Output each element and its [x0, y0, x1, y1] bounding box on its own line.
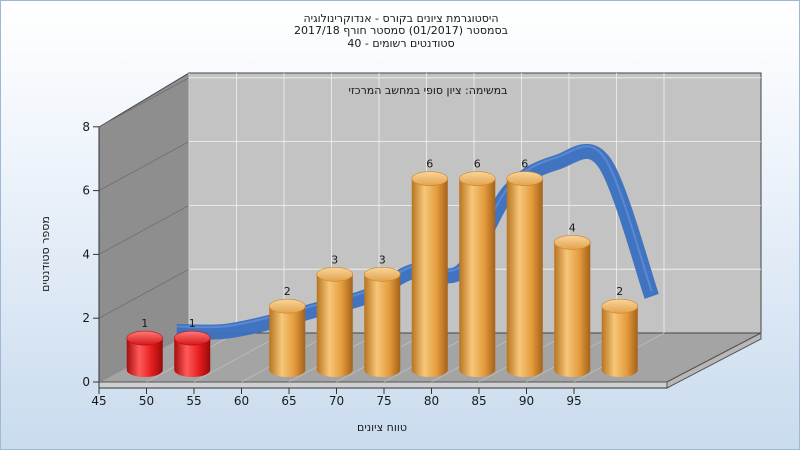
bar-value-label: 3 — [331, 253, 338, 266]
x-tick-label: 80 — [424, 394, 439, 408]
bar-value-label: 6 — [474, 158, 481, 171]
gridlines — [98, 73, 761, 383]
x-axis-title: טווח ציונים — [357, 421, 407, 434]
bar-body — [554, 242, 591, 377]
bar-value-label: 6 — [521, 158, 528, 171]
bar-body — [126, 338, 163, 377]
gridline-y-side — [98, 77, 190, 128]
x-tick-label: 60 — [234, 394, 249, 408]
y-axis-title: מספר סטודנטים — [39, 216, 52, 292]
x-tick-label: 85 — [471, 394, 486, 408]
bar-47.5: 1 — [126, 317, 164, 377]
gridline-y-side — [98, 141, 190, 191]
bar-value-label: 2 — [616, 285, 623, 298]
bar-top — [601, 298, 639, 314]
gridline-y-side — [98, 205, 190, 255]
bar-top — [268, 298, 306, 314]
x-tick-label: 95 — [566, 394, 581, 408]
x-tick-label: 55 — [186, 394, 201, 408]
bar-top — [173, 330, 211, 346]
y-tick-label: 4 — [82, 247, 90, 261]
x-tick-label: 90 — [519, 394, 534, 408]
bar-body — [411, 178, 448, 377]
bar-body — [601, 306, 638, 377]
bar-value-label: 6 — [426, 158, 433, 171]
bar-top — [411, 171, 449, 186]
bars-group: 1 1 2 3 3 6 6 6 4 2 — [126, 158, 639, 377]
gridline-floor — [193, 332, 285, 383]
y-tick-label: 6 — [82, 184, 90, 198]
x-tick-label: 65 — [281, 394, 296, 408]
bar-77.5: 6 — [411, 158, 449, 377]
bar-value-label: 1 — [141, 317, 148, 330]
chart-title-line-3: סטודנטים רשומים - 40 — [347, 37, 455, 50]
gridline-y-side — [98, 268, 190, 319]
y-tick-label: 2 — [82, 311, 90, 325]
bar-92.5: 4 — [553, 221, 591, 377]
bar-body — [269, 306, 306, 377]
y-tick-label: 0 — [82, 375, 90, 389]
bar-87.5: 6 — [506, 158, 544, 377]
bar-value-label: 2 — [284, 285, 291, 298]
chart-title-line-2: בסמסטר (01/2017) סמסטר חורף 2017/18 — [294, 24, 508, 37]
bar-value-label: 4 — [569, 221, 576, 234]
bar-top — [553, 235, 591, 250]
bar-body — [506, 178, 543, 377]
chart-front-edge — [98, 381, 668, 389]
bar-top — [363, 266, 401, 282]
bar-97.5: 2 — [601, 285, 639, 377]
bar-body — [316, 274, 353, 377]
ticks-group: 0 2 4 6 8 45 50 55 60 65 70 75 80 85 90 95 — [82, 120, 667, 408]
bar-62.5: 2 — [268, 285, 306, 377]
x-tick-label: 45 — [91, 394, 106, 408]
bar-52.5: 1 — [173, 317, 211, 377]
chart-title-line-1: היסטוגרמת ציונים בקורס - אנדוקרינולוגיה — [303, 12, 499, 25]
bar-value-label: 3 — [379, 253, 386, 266]
bar-67.5: 3 — [316, 253, 354, 377]
bar-value-label: 1 — [189, 317, 196, 330]
bar-72.5: 3 — [363, 253, 401, 377]
chart-floor-side — [666, 332, 762, 389]
bar-top — [458, 171, 496, 186]
chart-subtitle: במשימה: ציון סופי במחשב המרכזי — [348, 84, 507, 97]
x-tick-label: 70 — [329, 394, 344, 408]
bar-body — [364, 274, 401, 377]
bar-top — [316, 266, 354, 282]
bar-82.5: 6 — [458, 158, 496, 377]
x-tick-label: 50 — [139, 394, 154, 408]
y-tick-label: 8 — [82, 120, 90, 134]
bar-body — [459, 178, 496, 377]
bar-top — [126, 330, 164, 346]
bar-body — [174, 338, 211, 377]
x-tick-label: 75 — [376, 394, 391, 408]
bar-top — [506, 171, 544, 186]
